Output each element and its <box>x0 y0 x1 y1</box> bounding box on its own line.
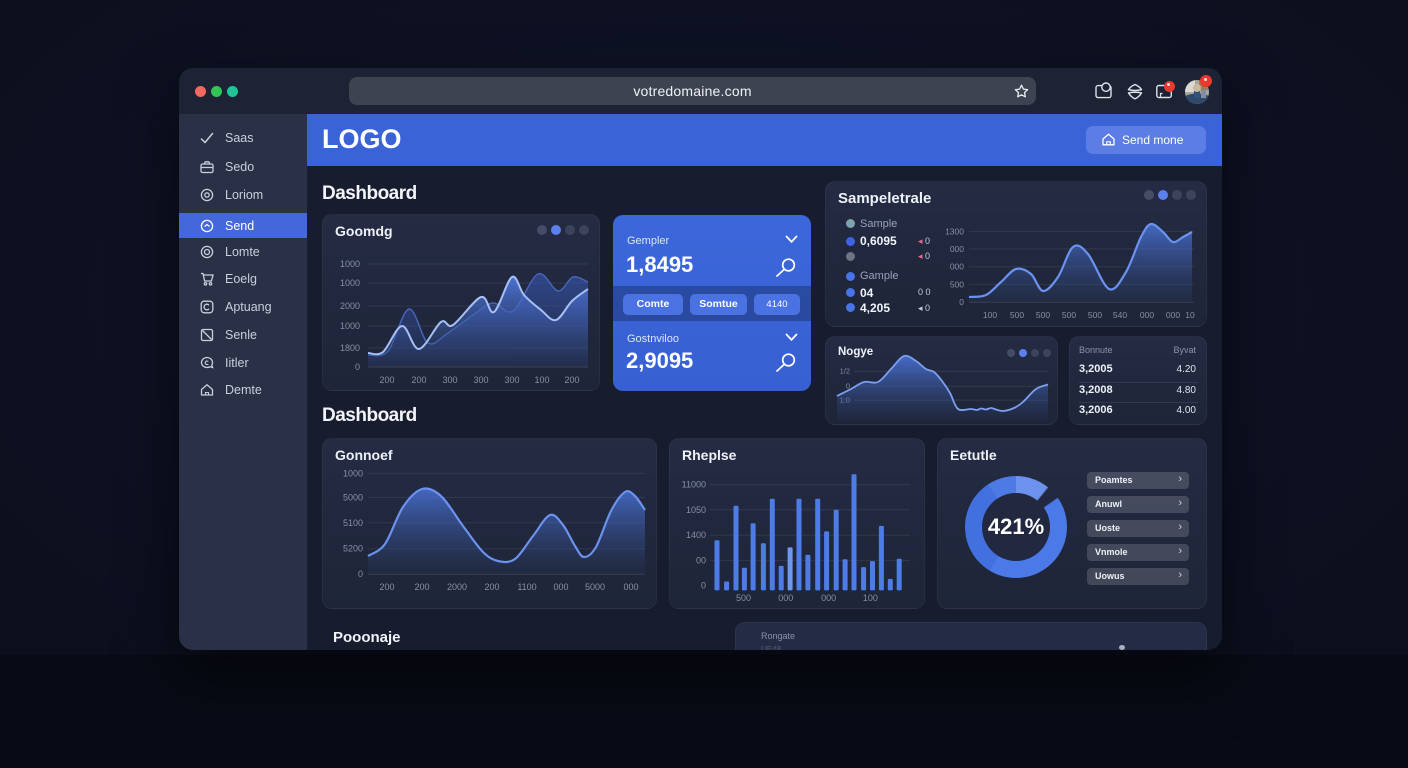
svg-text:0: 0 <box>959 297 964 307</box>
svg-text:500: 500 <box>950 279 964 289</box>
svg-text:1800: 1800 <box>340 343 360 353</box>
svg-text:1000: 1000 <box>343 468 363 478</box>
svg-text:500: 500 <box>1010 310 1024 320</box>
svg-text:100: 100 <box>534 375 549 385</box>
svg-text:0: 0 <box>846 382 850 391</box>
svg-text:100: 100 <box>863 593 878 603</box>
svg-text:000: 000 <box>623 582 638 592</box>
svg-text:300: 300 <box>504 375 519 385</box>
svg-text:000: 000 <box>1140 310 1154 320</box>
svg-text:2000: 2000 <box>340 301 360 311</box>
svg-text:1050: 1050 <box>686 505 706 515</box>
svg-text:0: 0 <box>701 581 706 591</box>
svg-text:200: 200 <box>564 375 579 385</box>
svg-text:200: 200 <box>379 375 394 385</box>
svg-text:500: 500 <box>1062 310 1076 320</box>
svg-text:5100: 5100 <box>343 518 363 528</box>
svg-text:100: 100 <box>983 310 997 320</box>
svg-text:300: 300 <box>442 375 457 385</box>
svg-text:5000: 5000 <box>585 582 605 592</box>
svg-text:5000: 5000 <box>343 492 363 502</box>
svg-text:500: 500 <box>1036 310 1050 320</box>
svg-text:000: 000 <box>950 244 964 254</box>
svg-text:1100: 1100 <box>517 582 536 592</box>
svg-text:000: 000 <box>950 262 964 272</box>
svg-text:000: 000 <box>821 593 836 603</box>
svg-text:1400: 1400 <box>686 530 706 540</box>
svg-text:300: 300 <box>473 375 488 385</box>
svg-text:0: 0 <box>355 362 360 372</box>
svg-text:200: 200 <box>414 582 429 592</box>
svg-text:000: 000 <box>1166 310 1180 320</box>
svg-text:2000: 2000 <box>447 582 467 592</box>
svg-text:000: 000 <box>553 582 568 592</box>
svg-text:500: 500 <box>736 593 751 603</box>
svg-text:200: 200 <box>484 582 499 592</box>
svg-text:1300: 1300 <box>945 226 964 236</box>
svg-text:0: 0 <box>358 569 363 579</box>
svg-text:000: 000 <box>778 593 793 603</box>
svg-text:1000: 1000 <box>340 259 360 269</box>
svg-text:5200: 5200 <box>343 544 363 554</box>
svg-text:1000: 1000 <box>340 321 360 331</box>
svg-text:500: 500 <box>1088 310 1102 320</box>
svg-text:00: 00 <box>696 555 706 565</box>
svg-text:540: 540 <box>1113 310 1127 320</box>
svg-text:1000: 1000 <box>340 278 360 288</box>
svg-text:11000: 11000 <box>682 480 706 490</box>
svg-text:10: 10 <box>1185 310 1195 320</box>
svg-text:200: 200 <box>411 375 426 385</box>
svg-text:200: 200 <box>379 582 394 592</box>
svg-text:1/2: 1/2 <box>840 367 850 376</box>
